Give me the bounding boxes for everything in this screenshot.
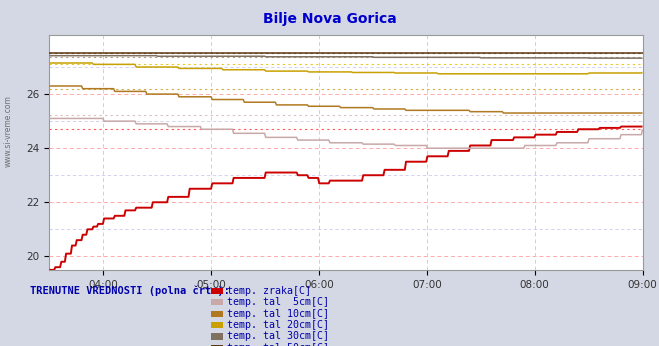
Text: Bilje Nova Gorica: Bilje Nova Gorica xyxy=(263,12,396,26)
Text: temp. zraka[C]: temp. zraka[C] xyxy=(227,286,311,296)
Text: temp. tal 20cm[C]: temp. tal 20cm[C] xyxy=(227,320,330,330)
Text: www.si-vreme.com: www.si-vreme.com xyxy=(3,95,13,167)
Text: temp. tal 50cm[C]: temp. tal 50cm[C] xyxy=(227,343,330,346)
Text: temp. tal 30cm[C]: temp. tal 30cm[C] xyxy=(227,331,330,342)
Text: TRENUTNE VREDNOSTI (polna črta):: TRENUTNE VREDNOSTI (polna črta): xyxy=(30,285,229,296)
Text: temp. tal  5cm[C]: temp. tal 5cm[C] xyxy=(227,297,330,307)
Text: temp. tal 10cm[C]: temp. tal 10cm[C] xyxy=(227,309,330,319)
